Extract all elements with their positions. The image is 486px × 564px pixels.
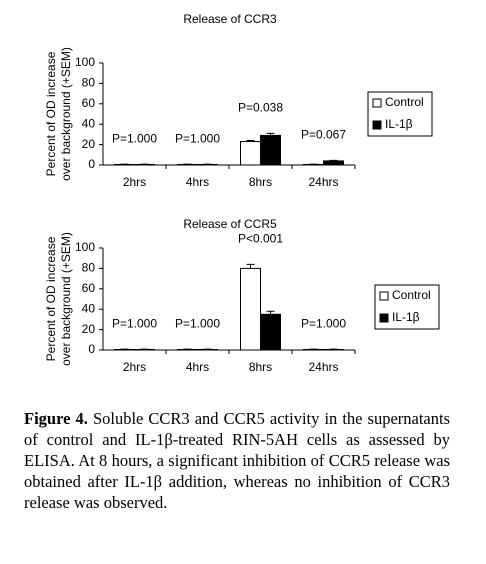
caption-text: Soluble CCR3 and CCR5 activity in the su… [24,409,451,512]
y-tick-label: 20 [82,137,96,151]
annotation: P=1.000 [112,131,157,145]
legend-swatch [379,291,389,301]
annotation: P=1.000 [112,316,157,330]
bar [323,160,344,166]
x-tick-label: 24hrs [308,360,338,374]
caption: Figure 4. Soluble CCR3 and CCR5 activity… [24,408,450,513]
error-bar [266,132,275,136]
y-tick-label: 60 [82,96,96,110]
annotation: P=0.067 [301,128,346,142]
legend-label: Control [385,95,424,109]
x-tick-label: 8hrs [249,360,272,374]
caption-label: Figure 4. [24,409,88,428]
y-tick-label: 0 [88,342,95,356]
y-axis-label: over background (+SEM) [59,47,73,181]
y-tick-label: 100 [75,240,95,254]
y-axis-label: Percent of OD increase [44,236,58,361]
legend-swatch [379,313,389,323]
x-tick-label: 8hrs [249,175,272,189]
x-tick-label: 2hrs [123,175,146,189]
chart-title: Release of CCR3 [183,12,277,26]
annotation: P=1.000 [175,131,220,145]
error-bar [329,159,338,161]
bar [260,313,281,351]
annotation: P=1.000 [301,316,346,330]
x-tick-label: 24hrs [308,175,338,189]
y-tick-label: 80 [82,76,96,90]
annotation: P<0.001 [238,231,283,245]
annotation: P=1.000 [175,316,220,330]
error-bar [266,310,275,315]
bar [240,267,261,351]
legend-swatch [372,120,382,130]
y-axis-label: Percent of OD increase [44,51,58,176]
x-tick-label: 2hrs [123,360,146,374]
annotation: P=0.038 [238,101,283,115]
y-tick-label: 60 [82,281,96,295]
legend-label: IL-1β [392,310,420,324]
x-tick-label: 4hrs [186,360,209,374]
legend-label: IL-1β [385,117,413,131]
x-tick-label: 4hrs [186,175,209,189]
y-tick-label: 80 [82,261,96,275]
legend-label: Control [392,288,431,302]
y-axis-label: over background (+SEM) [59,232,73,366]
y-tick-label: 40 [82,301,96,315]
legend-swatch [372,98,382,108]
error-bar [246,140,255,142]
error-bar [246,263,255,269]
y-tick-label: 100 [75,55,95,69]
bar [240,141,261,166]
y-tick-label: 0 [88,157,95,171]
y-tick-label: 40 [82,116,96,130]
chart-title: Release of CCR5 [183,217,277,231]
y-tick-label: 20 [82,322,96,336]
bar [260,134,281,166]
